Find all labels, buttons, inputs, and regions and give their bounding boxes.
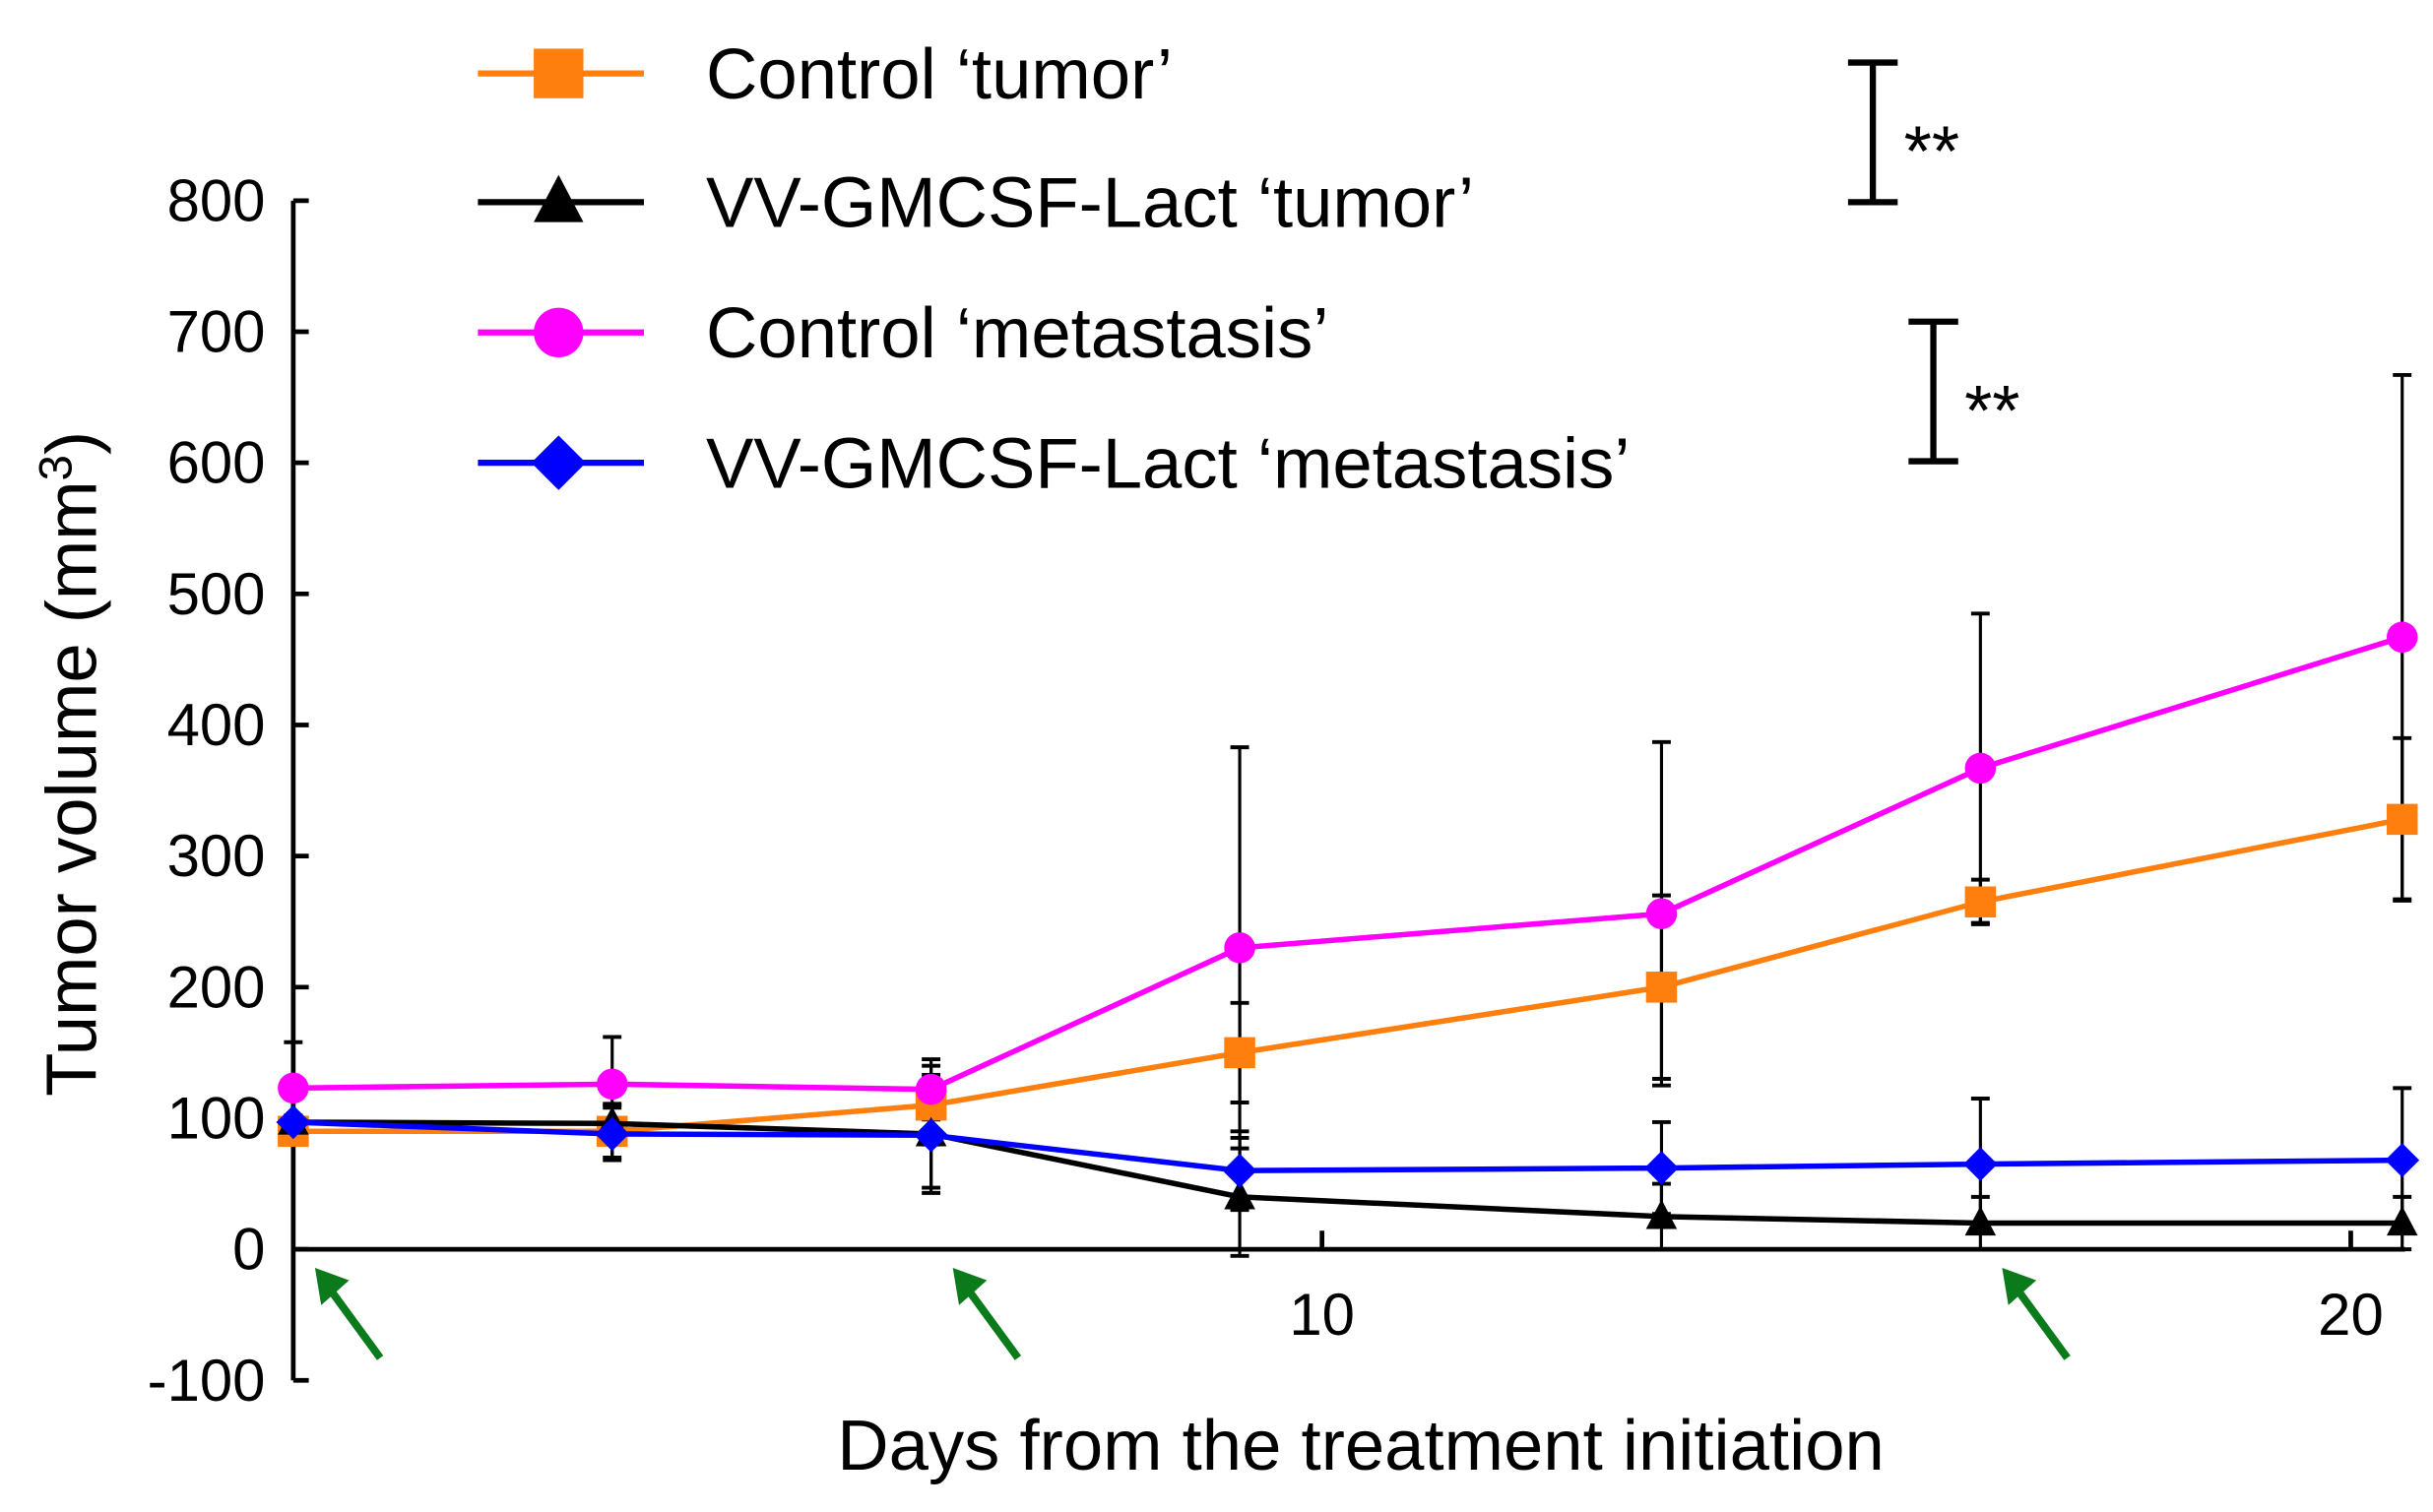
data-point <box>1222 1153 1257 1188</box>
treatment-arrow-icon <box>314 1268 384 1360</box>
data-point <box>1964 886 1997 918</box>
y-tick-label: 0 <box>232 1217 265 1283</box>
data-point <box>1645 1199 1678 1229</box>
data-point <box>1224 1037 1255 1069</box>
treatment-arrows <box>314 1268 2071 1360</box>
arrow-head <box>314 1268 350 1305</box>
data-point <box>2386 1206 2418 1236</box>
data-point <box>1224 932 1255 964</box>
data-point <box>914 1117 948 1153</box>
data-point <box>596 1068 628 1101</box>
legend-item: Control ‘tumor’ <box>478 34 1173 114</box>
y-axis-label-end: ) <box>32 431 112 455</box>
significance-bracket: ** <box>1908 318 2020 465</box>
significance-brackets: ** ** <box>1847 59 2020 465</box>
legend-circle-icon <box>534 307 584 357</box>
y-tick-label: 300 <box>167 823 266 889</box>
legend-item: Control ‘metastasis’ <box>478 293 1328 373</box>
significance-label: ** <box>1964 371 2019 451</box>
data-point <box>278 1072 309 1104</box>
arrow-head <box>2002 1268 2037 1305</box>
data-point <box>2386 803 2418 836</box>
data-point <box>1964 752 1997 785</box>
series-2 <box>278 621 2418 1105</box>
x-tick-label: 20 <box>2318 1282 2384 1348</box>
treatment-arrow-icon <box>2002 1268 2071 1360</box>
data-point <box>2386 621 2418 654</box>
y-tick-label: 200 <box>167 954 266 1020</box>
data-point <box>1645 972 1678 1003</box>
y-tick-label: -100 <box>148 1348 266 1414</box>
x-tick-label: 10 <box>1289 1282 1355 1348</box>
legend-label: VV-GMCSF-Lact ‘tumor’ <box>706 163 1474 243</box>
data-point <box>1224 1179 1255 1210</box>
y-tick-label: 800 <box>167 167 266 233</box>
series-3 <box>276 1104 2420 1188</box>
significance-label: ** <box>1904 112 1959 192</box>
y-tick-label: 500 <box>167 561 266 627</box>
x-axis-label: Days from the treatment initiation <box>837 1406 1885 1485</box>
legend-label: Control ‘tumor’ <box>706 34 1173 114</box>
y-tick-label: 400 <box>167 692 266 758</box>
legend-triangle-icon <box>534 174 584 222</box>
y-tick-label: 100 <box>167 1085 266 1151</box>
data-point <box>1963 1147 1998 1181</box>
series-0 <box>278 803 2418 1148</box>
y-tick-label: 600 <box>167 430 266 496</box>
data-point <box>595 1116 630 1152</box>
axes: -100 0 100 200 300 400 500 600 700 800 10 20 <box>148 167 2405 1414</box>
y-axis-label-main: Tumor volume (mm <box>32 480 112 1097</box>
data-point <box>1964 1206 1997 1236</box>
series-layer <box>276 372 2420 1258</box>
data-point <box>1645 898 1678 929</box>
legend-label: VV-GMCSF-Lact ‘metastasis’ <box>706 423 1630 503</box>
y-axis-label-sup: 3 <box>30 455 82 480</box>
data-point <box>915 1073 947 1105</box>
data-point <box>1644 1151 1679 1185</box>
legend-square-icon <box>534 48 584 98</box>
data-point <box>2385 1143 2420 1177</box>
arrow-head <box>952 1268 988 1305</box>
legend-label: Control ‘metastasis’ <box>706 293 1328 373</box>
series-line <box>292 634 2403 1093</box>
significance-bracket: ** <box>1847 59 1959 206</box>
legend-item: VV-GMCSF-Lact ‘tumor’ <box>478 163 1474 243</box>
legend-item: VV-GMCSF-Lact ‘metastasis’ <box>478 423 1631 503</box>
legend-diamond-icon <box>531 435 587 490</box>
treatment-arrow-icon <box>952 1268 1022 1360</box>
legend: Control ‘tumor’ VV-GMCSF-Lact ‘tumor’ Cont… <box>478 34 1631 503</box>
y-axis-label: Tumor volume (mm3) <box>30 431 111 1097</box>
y-tick-label: 700 <box>167 298 266 364</box>
